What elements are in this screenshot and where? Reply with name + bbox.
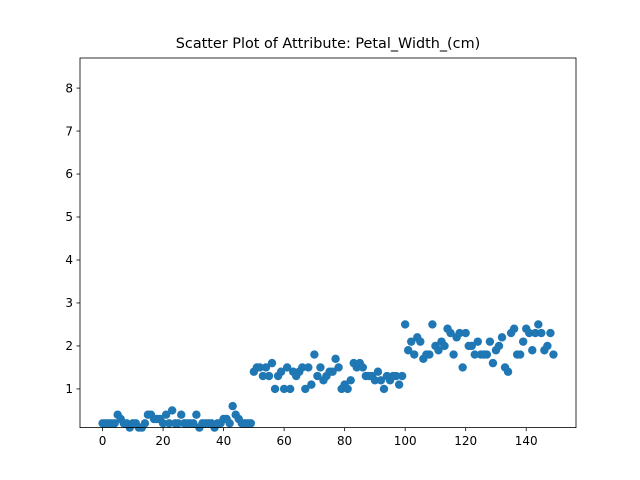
data-point <box>461 328 470 338</box>
x-axis-ticks: 0 20 40 60 80 100 120 140 <box>99 427 538 448</box>
data-point <box>270 384 280 394</box>
data-point <box>410 350 419 359</box>
data-point <box>164 419 174 428</box>
data-point <box>140 419 150 428</box>
data-point <box>425 350 434 359</box>
data-point <box>482 350 492 359</box>
y-tick-label: 7 <box>65 124 73 138</box>
data-point <box>177 410 186 419</box>
data-point <box>334 363 343 372</box>
data-point <box>331 354 340 364</box>
chart-title: Scatter Plot of Attribute: Petal_Width_(… <box>176 36 480 52</box>
data-point <box>549 350 558 359</box>
data-point <box>531 328 540 338</box>
data-point <box>525 328 534 338</box>
y-tick-label: 4 <box>65 253 73 267</box>
data-point <box>298 363 307 372</box>
data-point <box>279 384 289 394</box>
data-point <box>328 367 337 376</box>
data-point <box>400 320 410 329</box>
x-tick-label: 0 <box>99 434 107 448</box>
data-point <box>316 363 325 372</box>
data-point <box>189 419 198 428</box>
data-point <box>397 371 407 381</box>
x-tick-label: 40 <box>216 434 231 448</box>
data-point <box>537 328 546 338</box>
data-point <box>497 333 507 342</box>
x-tick-label: 60 <box>276 434 291 448</box>
data-point <box>285 384 295 394</box>
y-tick-label: 1 <box>65 382 73 396</box>
data-point <box>449 350 458 359</box>
data-point <box>407 337 416 346</box>
x-tick-label: 20 <box>155 434 170 448</box>
data-point <box>258 371 268 381</box>
data-point <box>515 350 525 359</box>
data-point <box>346 376 355 385</box>
data-point <box>370 376 380 385</box>
data-point <box>261 363 271 372</box>
data-point <box>494 341 504 351</box>
data-point <box>307 380 316 389</box>
data-point <box>192 410 201 419</box>
data-point <box>528 346 537 355</box>
y-axis-ticks: 1 2 3 4 5 6 7 8 <box>65 81 80 396</box>
data-point <box>343 384 352 394</box>
y-tick-label: 6 <box>65 167 73 181</box>
y-tick-label: 5 <box>65 210 73 224</box>
plot-area-frame <box>79 57 577 429</box>
data-point <box>167 406 177 415</box>
data-point <box>503 367 513 376</box>
data-point <box>313 371 322 381</box>
data-point <box>467 341 476 351</box>
data-point <box>394 380 404 389</box>
x-tick-label: 140 <box>515 434 538 448</box>
data-point <box>488 358 498 368</box>
data-point <box>267 358 277 368</box>
data-point <box>246 419 256 428</box>
data-point <box>485 337 495 346</box>
data-point <box>174 419 183 428</box>
data-point <box>458 363 467 372</box>
data-point <box>301 384 310 394</box>
data-point <box>546 328 555 338</box>
data-point <box>434 346 443 355</box>
data-point <box>161 410 171 419</box>
data-point <box>446 328 455 338</box>
data-point <box>228 401 237 411</box>
data-point <box>470 350 479 359</box>
y-tick-label: 8 <box>65 81 73 95</box>
data-point <box>276 367 286 376</box>
data-point <box>255 363 265 372</box>
data-point <box>428 320 437 329</box>
data-point <box>282 363 292 372</box>
x-tick-label: 80 <box>337 434 352 448</box>
data-point <box>416 337 425 346</box>
x-tick-label: 100 <box>394 434 417 448</box>
data-point <box>509 324 519 333</box>
data-point <box>404 346 413 355</box>
data-point <box>310 350 319 359</box>
data-point <box>440 341 449 351</box>
y-tick-label: 3 <box>65 296 73 310</box>
data-point <box>358 363 367 372</box>
y-tick-label: 2 <box>65 339 73 353</box>
data-point <box>225 419 234 428</box>
data-points <box>98 320 558 432</box>
data-point <box>110 419 119 428</box>
data-point <box>534 320 543 329</box>
data-point <box>473 337 482 346</box>
data-point <box>379 384 389 394</box>
data-point <box>518 337 528 346</box>
x-tick-label: 120 <box>454 434 477 448</box>
data-point <box>455 328 464 338</box>
data-point <box>376 376 386 385</box>
data-point <box>158 419 168 428</box>
data-point <box>264 371 274 381</box>
data-point <box>304 363 313 372</box>
data-point <box>543 341 552 351</box>
data-point <box>391 371 401 381</box>
data-point <box>373 367 383 376</box>
